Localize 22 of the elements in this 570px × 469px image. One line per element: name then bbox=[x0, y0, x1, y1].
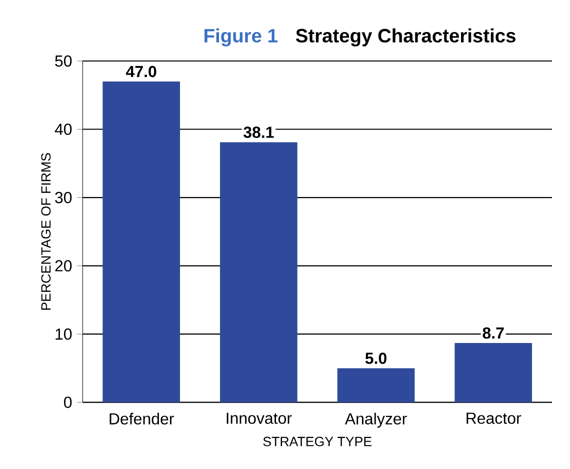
data-label: 47.0 bbox=[126, 66, 156, 78]
bar bbox=[102, 81, 180, 402]
y-axis-title: PERCENTAGE OF FIRMS bbox=[41, 153, 51, 310]
y-tick-label: 10 bbox=[56, 328, 72, 340]
y-tick-label: 20 bbox=[55, 260, 72, 272]
bar bbox=[220, 142, 298, 402]
x-tick-label: Innovator bbox=[226, 412, 292, 424]
bar bbox=[337, 368, 415, 402]
x-tick-label: Reactor bbox=[466, 412, 522, 424]
chart-title: Strategy Characteristics bbox=[296, 28, 516, 46]
data-label: 8.7 bbox=[482, 327, 504, 339]
bar bbox=[454, 342, 532, 402]
y-tick-label: 30 bbox=[55, 192, 72, 204]
x-axis-title: STRATEGY TYPE bbox=[263, 436, 372, 446]
y-tick-label: 40 bbox=[54, 124, 72, 135]
y-tick-label: 50 bbox=[55, 55, 72, 67]
x-tick-label: Analyzer bbox=[344, 412, 407, 428]
x-tick-label: Defender bbox=[110, 412, 174, 424]
y-tick-label: 0 bbox=[64, 396, 72, 408]
caption: Figure 1 bbox=[204, 28, 278, 46]
data-label: 38.1 bbox=[243, 126, 274, 138]
data-label: 5.0 bbox=[365, 352, 386, 364]
